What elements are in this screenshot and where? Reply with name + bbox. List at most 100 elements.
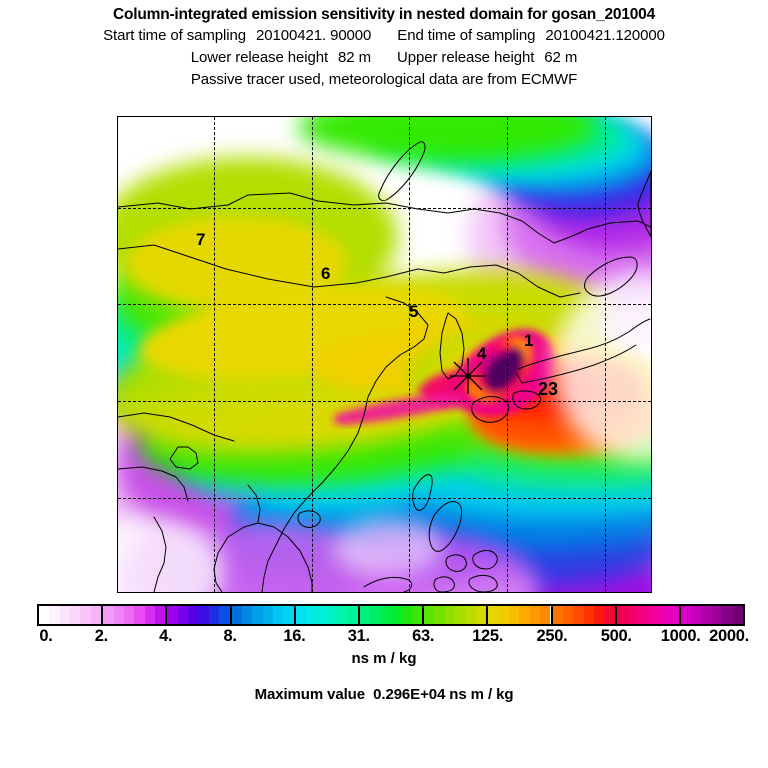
trajectory-label-5: 5 bbox=[409, 302, 419, 321]
colorbar-step bbox=[627, 606, 638, 624]
emission-sensitivity-field bbox=[118, 117, 651, 592]
colorbar-step bbox=[616, 606, 628, 624]
colorbar-tick-labels: 0. 2. 4. 8. 16. 31. 63. 125. 250. 500. 1000. 2000. bbox=[0, 626, 768, 648]
colorbar-step bbox=[604, 606, 615, 624]
colorbar-step bbox=[198, 606, 209, 624]
lower-release-label: Lower release height bbox=[190, 49, 329, 66]
colorbar-tick: 0. bbox=[39, 627, 53, 645]
colorbar-step bbox=[273, 606, 284, 624]
colorbar-step bbox=[519, 606, 530, 624]
colorbar-segment bbox=[231, 606, 296, 624]
colorbar-segment bbox=[680, 606, 744, 624]
colorbar-tick: 63. bbox=[412, 627, 435, 645]
colorbar-step bbox=[347, 606, 358, 624]
colorbar-step bbox=[552, 606, 563, 624]
colorbar-step bbox=[465, 606, 476, 624]
page-title: Column-integrated emission sensitivity i… bbox=[112, 6, 656, 23]
colorbar-step bbox=[573, 606, 584, 624]
colorbar-step bbox=[134, 606, 145, 624]
colorbar-step bbox=[70, 606, 81, 624]
colorbar-step bbox=[529, 606, 541, 624]
maximum-value-number: 0.296E+04 ns m / kg bbox=[373, 686, 514, 703]
map-canvas: 7 6 5 4 1 23 bbox=[118, 117, 651, 592]
start-time-label: Start time of sampling bbox=[103, 27, 246, 44]
colorbar-tick: 500. bbox=[600, 627, 632, 645]
end-time-value: 20100421.120000 bbox=[545, 27, 665, 44]
colorbar-step bbox=[488, 606, 499, 624]
trajectory-label-6: 6 bbox=[321, 264, 331, 283]
colorbar-segment bbox=[39, 606, 104, 624]
colorbar-step bbox=[475, 606, 487, 624]
colorbar-step bbox=[306, 606, 317, 624]
lower-release-value: 82 m bbox=[338, 49, 371, 66]
colorbar bbox=[37, 604, 745, 626]
colorbar-segment bbox=[359, 606, 425, 624]
colorbar-step bbox=[509, 606, 520, 624]
colorbar-tick: 250. bbox=[536, 627, 568, 645]
colorbar-tick: 4. bbox=[159, 627, 173, 645]
colorbar-segment bbox=[167, 606, 232, 624]
colorbar-segment bbox=[424, 606, 489, 624]
colorbar-step bbox=[337, 606, 348, 624]
colorbar-step bbox=[434, 606, 445, 624]
colorbar-tick: 16. bbox=[283, 627, 306, 645]
trajectory-label-23: 23 bbox=[538, 379, 559, 399]
colorbar-step bbox=[637, 606, 648, 624]
colorbar-step bbox=[711, 606, 723, 624]
colorbar-step bbox=[668, 606, 679, 624]
colorbar-segment bbox=[103, 606, 168, 624]
colorbar-step bbox=[123, 606, 135, 624]
upper-release-label: Upper release height bbox=[397, 49, 535, 66]
colorbar-step bbox=[231, 606, 242, 624]
colorbar-step bbox=[424, 606, 435, 624]
colorbar-tick: 31. bbox=[347, 627, 370, 645]
maximum-value-text: Maximum value bbox=[254, 686, 366, 703]
colorbar-step bbox=[103, 606, 114, 624]
colorbar-segment bbox=[295, 606, 360, 624]
colorbar-step bbox=[370, 606, 381, 624]
colorbar-step bbox=[90, 606, 102, 624]
sampling-time-row: Start time of sampling 20100421. 90000 End… bbox=[0, 25, 768, 47]
colorbar-step bbox=[252, 606, 263, 624]
colorbar-step bbox=[316, 606, 327, 624]
colorbar-step bbox=[444, 606, 456, 624]
colorbar-step bbox=[154, 606, 166, 624]
colorbar-step bbox=[722, 606, 733, 624]
tracer-note: Passive tracer used, meteorological data… bbox=[190, 71, 578, 88]
colorbar-step bbox=[283, 606, 294, 624]
colorbar-step bbox=[401, 606, 412, 624]
figure-header: Column-integrated emission sensitivity i… bbox=[0, 0, 768, 91]
colorbar-step bbox=[188, 606, 199, 624]
colorbar-step bbox=[380, 606, 392, 624]
colorbar-tick: 2000. bbox=[709, 627, 749, 645]
colorbar-step bbox=[219, 606, 230, 624]
colorbar-step bbox=[691, 606, 702, 624]
colorbar-tick: 8. bbox=[223, 627, 237, 645]
colorbar-step bbox=[359, 606, 371, 624]
trajectory-label-7: 7 bbox=[196, 230, 206, 249]
colorbar-step bbox=[39, 606, 50, 624]
colorbar-step bbox=[177, 606, 189, 624]
colorbar-step bbox=[583, 606, 594, 624]
colorbar-step bbox=[593, 606, 605, 624]
colorbar-segment bbox=[488, 606, 553, 624]
colorbar-tick: 125. bbox=[472, 627, 503, 645]
colorbar-step bbox=[167, 606, 178, 624]
colorbar-step bbox=[80, 606, 91, 624]
colorbar-step bbox=[658, 606, 669, 624]
colorbar-step bbox=[701, 606, 712, 624]
end-time-label: End time of sampling bbox=[397, 27, 536, 44]
colorbar-segment bbox=[552, 606, 617, 624]
colorbar-segment bbox=[616, 606, 681, 624]
upper-release-value: 62 m bbox=[544, 49, 578, 66]
release-height-row: Lower release height 82 m Upper release he… bbox=[0, 47, 768, 69]
colorbar-step bbox=[647, 606, 659, 624]
colorbar-tick: 2. bbox=[94, 627, 108, 645]
colorbar-step bbox=[241, 606, 253, 624]
colorbar-step bbox=[411, 606, 423, 624]
start-time-value: 20100421. 90000 bbox=[256, 27, 372, 44]
colorbar-tick: 1000. bbox=[660, 627, 701, 645]
colorbar-units-label: ns m / kg bbox=[351, 650, 417, 667]
trajectory-label-1: 1 bbox=[524, 331, 534, 350]
